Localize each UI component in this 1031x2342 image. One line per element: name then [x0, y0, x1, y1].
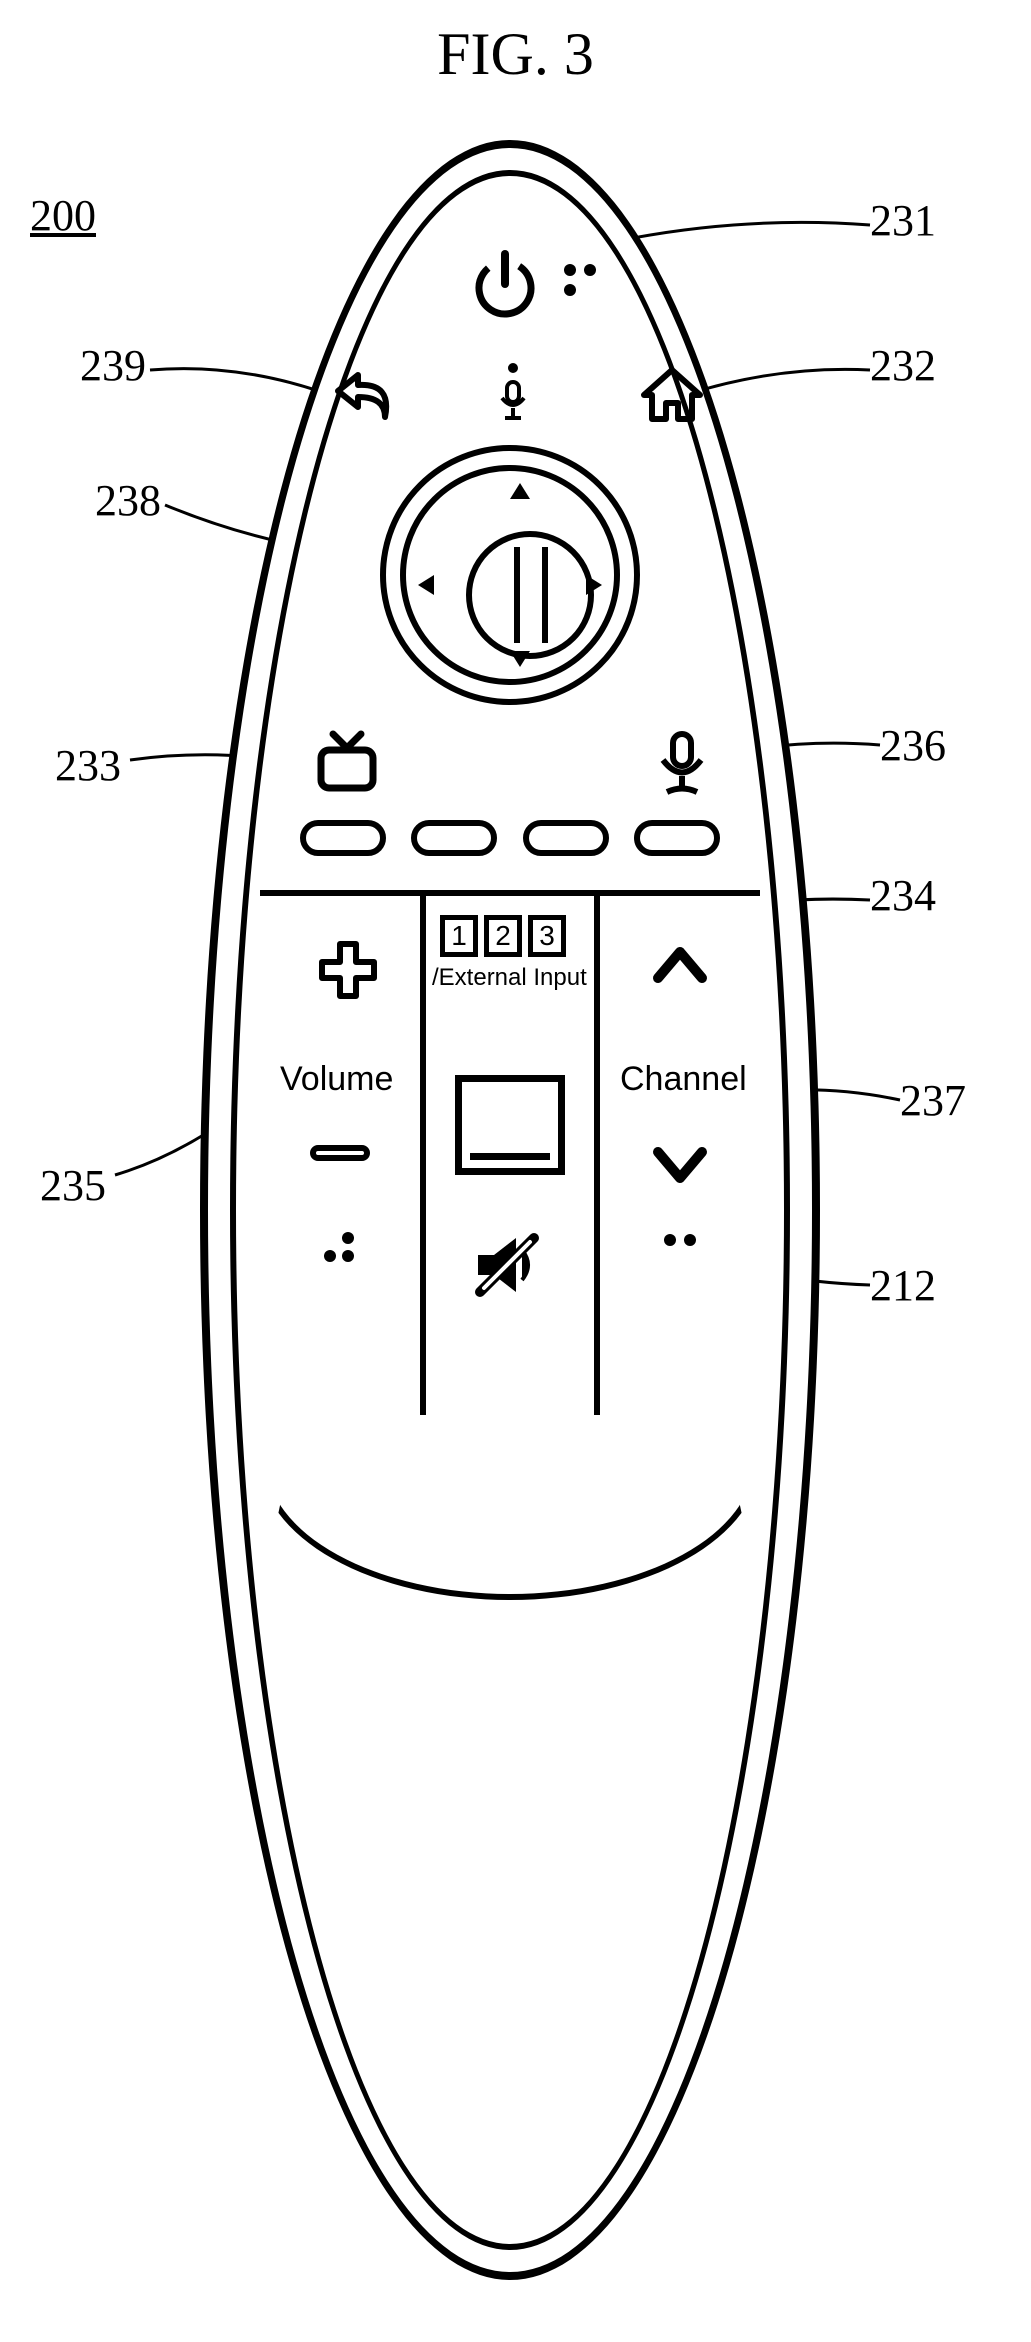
wheel-groove: [542, 547, 548, 643]
mic-dot-icon: [498, 360, 528, 430]
external-input-label: /External Input: [432, 964, 587, 992]
dpad-up-icon[interactable]: [510, 483, 530, 499]
number-input-button[interactable]: 1 2 3: [440, 915, 566, 957]
channel-label: Channel: [620, 1060, 747, 1099]
volume-up-icon[interactable]: [318, 940, 378, 1000]
wheel-button[interactable]: [466, 531, 594, 659]
figure-title: FIG. 3: [0, 20, 1031, 89]
back-icon[interactable]: [330, 365, 400, 430]
num-3: 3: [528, 915, 566, 957]
remote-body: 1 2 3 /External Input Volume: [200, 140, 820, 2280]
color-button-3[interactable]: [523, 820, 609, 856]
braille-dots-icon: [320, 1230, 365, 1280]
braille-dots-icon: [560, 260, 610, 320]
callout-236: 236: [880, 720, 946, 771]
callout-239: 239: [80, 340, 146, 391]
dpad-inner-ring: [400, 465, 620, 685]
home-icon[interactable]: [640, 365, 705, 425]
callout-235: 235: [40, 1160, 106, 1211]
braille-dots-icon: [660, 1230, 705, 1255]
color-button-2[interactable]: [411, 820, 497, 856]
lower-grid: 1 2 3 /External Input Volume: [260, 890, 760, 1410]
livetv-icon[interactable]: [315, 730, 380, 795]
callout-234: 234: [870, 870, 936, 921]
callout-231: 231: [870, 195, 936, 246]
power-icon[interactable]: [470, 250, 540, 320]
voice-icon[interactable]: [655, 730, 710, 798]
grid-line: [420, 890, 426, 1415]
color-button-1[interactable]: [300, 820, 386, 856]
volume-label: Volume: [280, 1060, 393, 1099]
grid-line: [594, 890, 600, 1415]
control-panel: 1 2 3 /External Input Volume: [260, 200, 760, 1420]
display-window-button[interactable]: [455, 1075, 565, 1175]
reference-main: 200: [30, 190, 96, 241]
callout-233: 233: [55, 740, 121, 791]
callout-212: 212: [870, 1260, 936, 1311]
callout-237: 237: [900, 1075, 966, 1126]
color-button-4[interactable]: [634, 820, 720, 856]
callout-232: 232: [870, 340, 936, 391]
num-1: 1: [440, 915, 478, 957]
channel-up-icon[interactable]: [650, 940, 710, 990]
volume-down-icon[interactable]: [310, 1145, 370, 1161]
channel-down-icon[interactable]: [650, 1140, 710, 1190]
mute-icon[interactable]: [470, 1230, 550, 1305]
dpad-left-icon[interactable]: [418, 575, 434, 595]
wheel-groove: [514, 547, 520, 643]
num-2: 2: [484, 915, 522, 957]
dpad-ring[interactable]: [380, 445, 640, 705]
callout-238: 238: [95, 475, 161, 526]
color-button-row: [300, 820, 720, 856]
